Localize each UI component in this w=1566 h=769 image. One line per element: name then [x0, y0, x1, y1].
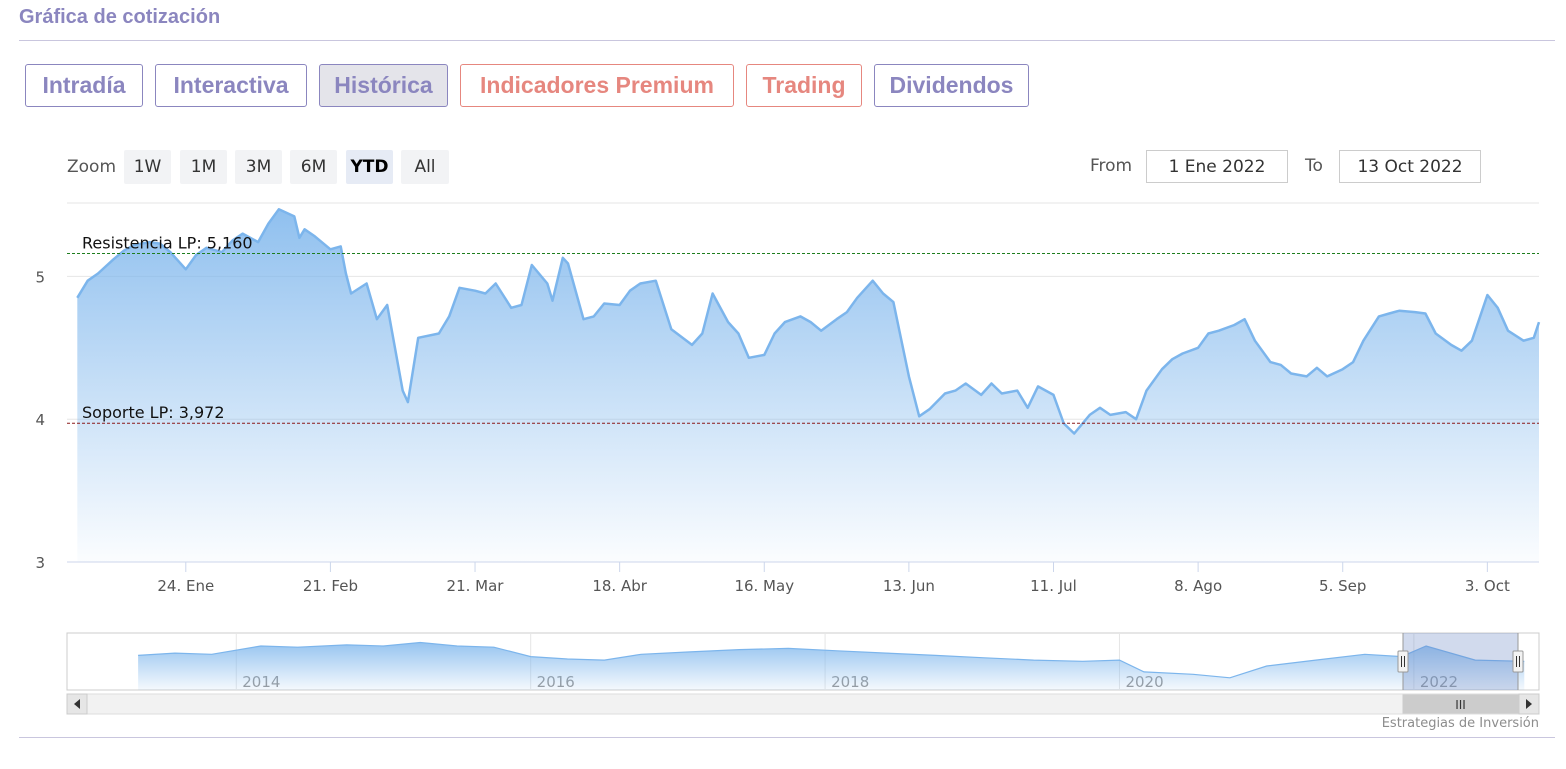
range-from-input[interactable]: 1 Ene 2022 — [1146, 150, 1288, 183]
range-from-label: From — [1090, 156, 1133, 176]
tab-interactiva[interactable]: Interactiva — [155, 64, 307, 107]
x-tick-label: 11. Jul — [1030, 577, 1077, 595]
tab-intradia[interactable]: Intradía — [25, 64, 143, 107]
x-tick-label: 13. Jun — [883, 577, 935, 595]
navigator-left-handle[interactable] — [1397, 650, 1409, 673]
series-line — [76, 208, 1541, 435]
navigator-area — [138, 642, 1525, 690]
chart-credit[interactable]: Estrategias de Inversión — [1381, 716, 1539, 731]
scrollbar-left-button[interactable] — [66, 693, 88, 715]
y-tick-label: 5 — [35, 268, 45, 286]
scrollbar-track — [66, 693, 1540, 715]
y-tick-label: 3 — [35, 554, 45, 572]
navigator-right-handle[interactable] — [1512, 650, 1524, 673]
navigator-year-label: 2016 — [537, 673, 575, 691]
tab-trading[interactable]: Trading — [746, 64, 862, 107]
zoom-1w-button[interactable]: 1W — [124, 150, 171, 184]
resistance-label: Resistencia LP: 5,160 — [82, 234, 253, 253]
x-tick-label: 21. Mar — [447, 577, 505, 595]
title-divider — [19, 40, 1555, 41]
bottom-divider — [19, 737, 1555, 738]
navigator-year-label: 2014 — [242, 673, 280, 691]
tab-indicadores-premium[interactable]: Indicadores Premium — [460, 64, 734, 107]
navigator-line — [138, 641, 1525, 679]
zoom-3m-button[interactable]: 3M — [235, 150, 282, 184]
support-label: Soporte LP: 3,972 — [82, 403, 225, 422]
x-tick-label: 21. Feb — [303, 577, 358, 595]
scrollbar-right-button[interactable] — [1518, 693, 1540, 715]
navigator-year-label: 2022 — [1420, 673, 1458, 691]
handle-body — [1512, 650, 1524, 673]
range-to-input[interactable]: 13 Oct 2022 — [1339, 150, 1481, 183]
zoom-1m-button[interactable]: 1M — [180, 150, 227, 184]
zoom-label: Zoom — [67, 157, 117, 177]
x-tick-label: 5. Sep — [1319, 577, 1366, 595]
scrollbar-thumb[interactable] — [1402, 694, 1519, 714]
x-tick-label: 8. Ago — [1174, 577, 1222, 595]
x-tick-label: 3. Oct — [1465, 577, 1510, 595]
page-title: Gráfica de cotización — [19, 6, 221, 28]
range-to-label: To — [1305, 156, 1323, 176]
scrollbar-grip-icon: III — [1455, 698, 1466, 712]
handle-body — [1397, 650, 1409, 673]
tab-historica[interactable]: Histórica — [319, 64, 448, 107]
navigator-year-label: 2020 — [1125, 673, 1163, 691]
y-tick-label: 4 — [35, 411, 45, 429]
scroll-left-arrow-icon — [74, 699, 80, 709]
x-tick-label: 16. May — [734, 577, 794, 595]
tab-dividendos[interactable]: Dividendos — [874, 64, 1029, 107]
scroll-right-arrow-icon — [1526, 699, 1532, 709]
x-tick-label: 24. Ene — [157, 577, 214, 595]
series-area — [77, 209, 1539, 563]
navigator-selection — [1403, 633, 1518, 690]
navigator-frame — [66, 632, 1540, 691]
x-tick-label: 18. Abr — [592, 577, 647, 595]
navigator-year-label: 2018 — [831, 673, 869, 691]
zoom-6m-button[interactable]: 6M — [290, 150, 337, 184]
zoom-all-button[interactable]: All — [401, 150, 449, 184]
zoom-ytd-button[interactable]: YTD — [346, 150, 393, 184]
